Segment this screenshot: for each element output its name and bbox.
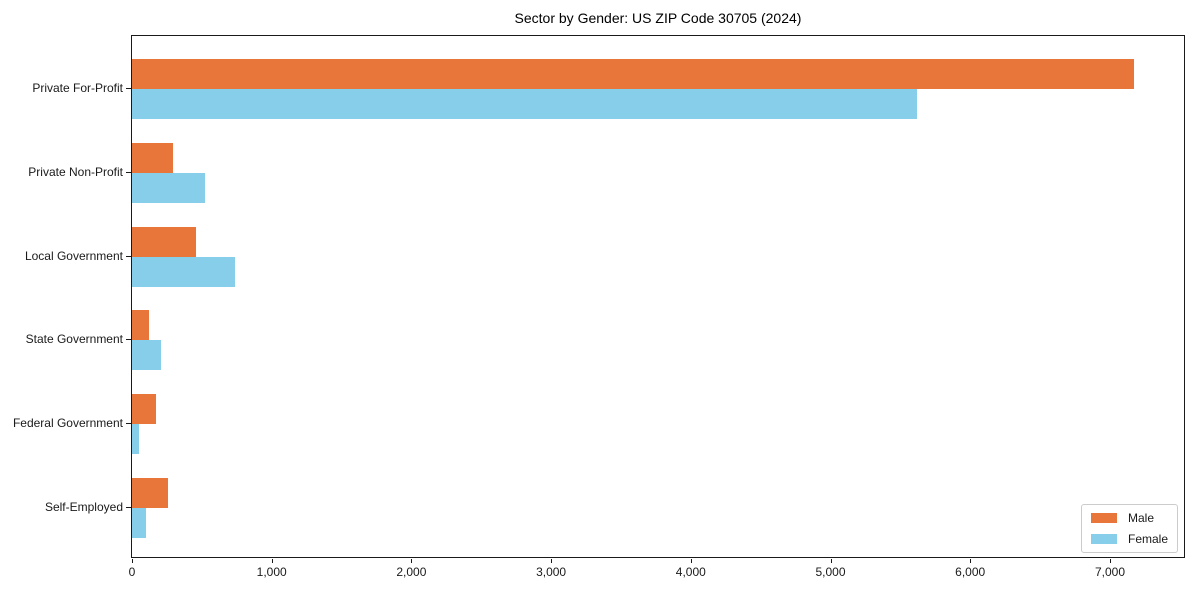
legend: Male Female xyxy=(1080,504,1178,553)
male-legend-label: Male xyxy=(1127,511,1154,525)
bar-male-self-employed xyxy=(132,478,168,508)
x-tick-label-1-000: 1,000 xyxy=(256,565,287,579)
bar-male-state-government xyxy=(132,310,149,341)
y-tick-label-private-non-profit: Private Non-Profit xyxy=(28,164,123,179)
x-tick-label-7-000: 7,000 xyxy=(1094,565,1126,579)
bar-female-private-non-profit xyxy=(132,172,205,203)
y-tick-label-federal-government: Federal Government xyxy=(12,416,123,431)
x-tick-mark xyxy=(970,559,972,563)
x-tick-label-5-000: 5,000 xyxy=(815,565,846,579)
y-tick-label-self-employed: Self-Employed xyxy=(44,500,123,514)
bar-female-federal-government xyxy=(132,424,139,455)
y-tick-mark xyxy=(126,423,131,425)
female-legend-label: Female xyxy=(1127,532,1168,546)
bar-male-private-non-profit xyxy=(132,142,174,173)
bar-female-self-employed xyxy=(132,508,146,538)
y-tick-mark xyxy=(126,88,131,89)
male-legend-swatch xyxy=(1090,513,1117,523)
plot-area: Male Female xyxy=(131,35,1185,558)
bar-female-state-government xyxy=(132,340,162,371)
bar-male-federal-government xyxy=(132,394,156,425)
x-tick-label-2-000: 2,000 xyxy=(396,565,427,579)
y-tick-label-local-government: Local Government xyxy=(24,248,123,263)
legend-item-male: Male xyxy=(1090,511,1168,525)
female-legend-swatch xyxy=(1090,534,1117,544)
x-tick-label-3-000: 3,000 xyxy=(536,565,567,579)
bar-male-private-for-profit xyxy=(132,59,1134,89)
bar-female-private-for-profit xyxy=(132,89,918,119)
y-tick-mark xyxy=(126,255,131,257)
x-tick-mark xyxy=(551,559,553,563)
chart-title: Sector by Gender: US ZIP Code 30705 (202… xyxy=(514,10,802,26)
y-tick-mark xyxy=(126,339,131,341)
x-tick-label-0: 0 xyxy=(128,565,136,579)
bar-female-local-government xyxy=(132,256,236,287)
x-tick-label-4-000: 4,000 xyxy=(675,565,706,579)
x-tick-mark xyxy=(1110,559,1111,563)
legend-item-female: Female xyxy=(1090,532,1168,546)
x-tick-mark xyxy=(271,559,273,563)
x-tick-label-6-000: 6,000 xyxy=(955,565,986,579)
y-tick-mark xyxy=(126,507,131,508)
x-tick-mark xyxy=(690,559,692,563)
y-tick-mark xyxy=(126,171,131,173)
x-tick-mark xyxy=(830,559,832,563)
x-tick-mark xyxy=(132,559,133,563)
bar-male-local-government xyxy=(132,226,197,257)
y-tick-label-private-for-profit: Private For-Profit xyxy=(32,81,123,95)
y-tick-label-state-government: State Government xyxy=(25,332,123,347)
x-tick-mark xyxy=(411,559,413,563)
